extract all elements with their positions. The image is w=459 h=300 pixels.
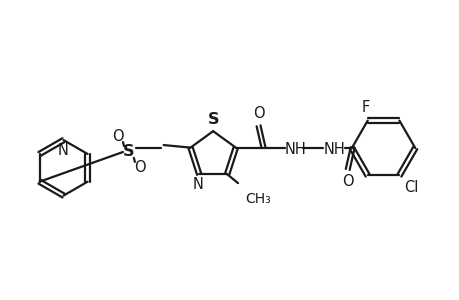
Text: NH: NH — [284, 142, 305, 157]
Text: N: N — [192, 177, 203, 192]
Text: O: O — [252, 106, 264, 121]
Text: F: F — [361, 100, 369, 115]
Text: S: S — [207, 112, 218, 127]
Text: CH₃: CH₃ — [245, 192, 270, 206]
Text: O: O — [134, 160, 146, 175]
Text: S: S — [123, 145, 134, 160]
Text: O: O — [341, 174, 353, 189]
Text: NH: NH — [323, 142, 345, 157]
Text: N: N — [58, 143, 69, 158]
Text: Cl: Cl — [403, 180, 418, 195]
Text: O: O — [112, 129, 123, 144]
